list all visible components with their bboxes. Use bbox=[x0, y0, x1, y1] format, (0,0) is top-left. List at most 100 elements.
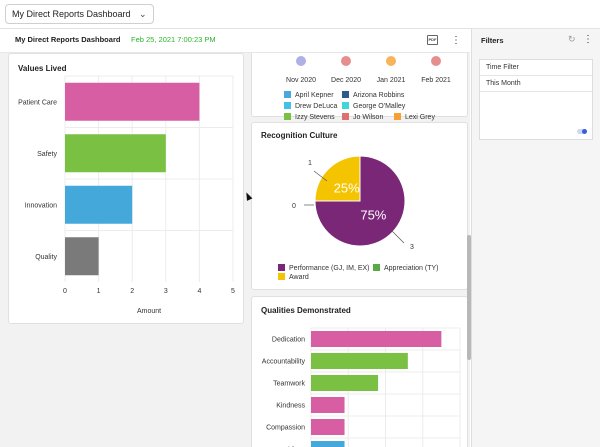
recognition-trend-card: Nov 2020 Dec 2020 Jan 2021 Feb 2021 April K… bbox=[251, 53, 468, 121]
dashboard-header: My Direct Reports Dashboard Feb 25, 2021… bbox=[0, 29, 470, 53]
values-category-label: Safety bbox=[37, 151, 57, 158]
qualities-demonstrated-title: Qualities Demonstrated bbox=[261, 306, 351, 315]
trend-x-tick-label: Jan 2021 bbox=[377, 77, 406, 84]
recognition-culture-card: Recognition Culture 75% 25% 1 0 3 Performanc… bbox=[251, 122, 468, 290]
trend-legend-item[interactable]: April Kepner bbox=[284, 91, 334, 99]
dashboard-select[interactable]: My Direct Reports Dashboard ⌄ bbox=[5, 4, 154, 24]
values-x-tick-label: 2 bbox=[130, 288, 134, 295]
values-bar bbox=[65, 134, 166, 173]
qualities-bar bbox=[311, 419, 345, 435]
values-x-axis-title: Amount bbox=[137, 308, 161, 315]
vertical-scrollbar[interactable] bbox=[467, 235, 471, 360]
pie-percent-label: 75% bbox=[360, 207, 386, 222]
legend-swatch bbox=[278, 273, 285, 280]
qualities-category-label: Teamwork bbox=[273, 381, 305, 388]
trend-x-tick-label: Dec 2020 bbox=[331, 77, 361, 84]
chevron-down-icon: ⌄ bbox=[139, 9, 147, 19]
filters-more-icon[interactable]: ⋮ bbox=[583, 34, 593, 45]
legend-swatch bbox=[373, 264, 380, 271]
trend-data-point bbox=[341, 56, 351, 66]
legend-swatch bbox=[394, 113, 401, 120]
qualities-category-label: Kindness bbox=[276, 403, 305, 410]
legend-label: Performance (GJ, IM, EX) bbox=[289, 265, 370, 272]
pie-legend-item[interactable]: Performance (GJ, IM, EX) bbox=[278, 264, 370, 272]
legend-swatch bbox=[342, 102, 349, 109]
values-bar bbox=[65, 185, 133, 224]
values-bar bbox=[65, 237, 99, 276]
last-updated-timestamp: Feb 25, 2021 7:00:23 PM bbox=[131, 35, 216, 44]
pie-value-label: 0 bbox=[292, 203, 296, 210]
trend-x-tick-label: Nov 2020 bbox=[286, 77, 316, 84]
trend-legend-item[interactable]: Jo Wilson bbox=[342, 113, 383, 121]
legend-label: Jo Wilson bbox=[353, 114, 384, 121]
legend-swatch bbox=[284, 91, 291, 98]
values-x-tick-label: 1 bbox=[97, 288, 101, 295]
legend-label: April Kepner bbox=[295, 92, 334, 99]
pie-legend-item[interactable]: Award bbox=[278, 273, 309, 281]
qualities-bar bbox=[311, 441, 345, 447]
trend-legend-item[interactable]: Lexi Grey bbox=[394, 113, 435, 121]
values-lived-title: Values Lived bbox=[18, 64, 67, 73]
time-filter-toggle[interactable] bbox=[577, 129, 587, 134]
legend-swatch bbox=[284, 102, 291, 109]
pie-legend-item[interactable]: Appreciation (TY) bbox=[373, 264, 438, 272]
values-x-tick-label: 4 bbox=[197, 288, 201, 295]
trend-data-point bbox=[296, 56, 306, 66]
legend-label: Drew DeLuca bbox=[295, 103, 338, 110]
qualities-demonstrated-chart: Dedication Accountability Teamwork Kindness… bbox=[262, 327, 461, 447]
values-lived-chart: 0 1 2 3 4 5 Patient Care Safety Innovation Qualit… bbox=[18, 75, 235, 315]
legend-swatch bbox=[342, 91, 349, 98]
recognition-culture-chart: 75%25% 1 0 3 bbox=[292, 155, 414, 251]
more-options-icon[interactable]: ⋮ bbox=[451, 35, 461, 46]
pie-percent-label: 25% bbox=[334, 181, 360, 196]
trend-data-point bbox=[431, 56, 441, 66]
values-bar bbox=[65, 82, 200, 121]
pie-slice bbox=[314, 155, 406, 247]
values-category-label: Quality bbox=[35, 254, 57, 261]
legend-label: Award bbox=[289, 274, 309, 281]
legend-label: Lexi Grey bbox=[405, 114, 435, 121]
legend-label: Izzy Stevens bbox=[295, 114, 335, 121]
values-x-tick-label: 5 bbox=[231, 288, 235, 295]
trend-legend-item[interactable]: Drew DeLuca bbox=[284, 102, 337, 110]
qualities-demonstrated-card: Qualities Demonstrated Dedication Account… bbox=[251, 296, 468, 447]
trend-legend-item[interactable]: George O'Malley bbox=[342, 102, 405, 110]
trend-legend-item[interactable]: Izzy Stevens bbox=[284, 113, 335, 121]
pie-callout-line bbox=[313, 170, 328, 182]
trend-x-tick-label: Feb 2021 bbox=[421, 77, 451, 84]
legend-swatch bbox=[342, 113, 349, 120]
pie-callout-line bbox=[391, 230, 405, 244]
reset-icon[interactable]: ↻ bbox=[568, 34, 576, 44]
top-bar: My Direct Reports Dashboard ⌄ bbox=[0, 0, 600, 29]
time-filter-label: Time Filter bbox=[480, 60, 592, 76]
pie-value-label: 3 bbox=[410, 244, 414, 251]
qualities-category-label: Dedication bbox=[272, 337, 305, 344]
legend-label: Appreciation (TY) bbox=[384, 265, 439, 272]
legend-label: George O'Malley bbox=[353, 103, 406, 110]
recognition-culture-title: Recognition Culture bbox=[261, 131, 338, 140]
legend-swatch bbox=[278, 264, 285, 271]
dashboard-canvas: Values Lived 0 1 2 3 4 5 Patient Care Safety Inn… bbox=[0, 53, 470, 447]
values-x-tick-label: 0 bbox=[63, 288, 67, 295]
legend-label: Arizona Robbins bbox=[353, 92, 405, 99]
dashboard-select-label: My Direct Reports Dashboard bbox=[12, 9, 131, 19]
qualities-bar bbox=[311, 397, 345, 413]
values-category-label: Patient Care bbox=[18, 99, 57, 106]
values-lived-card: Values Lived 0 1 2 3 4 5 Patient Care Safety Inn… bbox=[8, 53, 244, 324]
filters-title: Filters bbox=[481, 36, 504, 45]
time-filter-value[interactable]: This Month bbox=[480, 76, 592, 92]
trend-data-point bbox=[386, 56, 396, 66]
time-filter: Time Filter This Month bbox=[479, 59, 593, 140]
trend-legend-item[interactable]: Arizona Robbins bbox=[342, 91, 404, 99]
qualities-bar bbox=[311, 331, 442, 347]
recognition-trend-chart: Nov 2020 Dec 2020 Jan 2021 Feb 2021 bbox=[286, 56, 451, 84]
dashboard-title: My Direct Reports Dashboard bbox=[15, 35, 121, 44]
qualities-category-label: Compassion bbox=[266, 425, 305, 432]
pie-slice bbox=[314, 155, 361, 202]
qualities-bar bbox=[311, 353, 408, 369]
legend-swatch bbox=[284, 113, 291, 120]
pdf-export-icon[interactable]: PDF bbox=[427, 35, 438, 45]
pie-value-label: 1 bbox=[308, 160, 312, 167]
values-category-label: Innovation bbox=[25, 202, 57, 209]
qualities-category-label: Accountability bbox=[262, 359, 306, 366]
